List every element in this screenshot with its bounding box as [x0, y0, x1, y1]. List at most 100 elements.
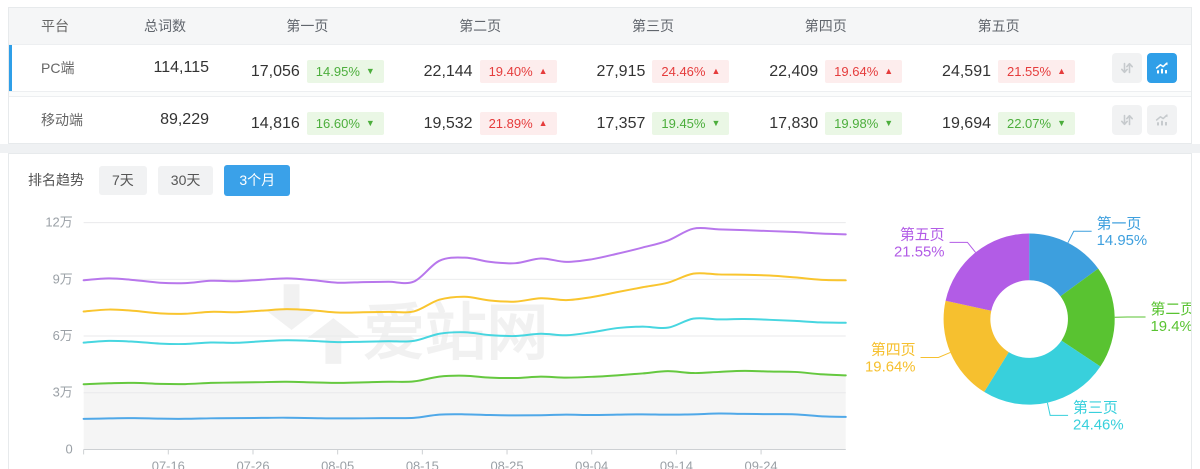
svg-text:0: 0	[65, 441, 72, 456]
page5-count: 19,694	[942, 114, 991, 132]
col-header-page3: 第三页	[631, 18, 674, 34]
svg-text:09-24: 09-24	[745, 458, 778, 469]
page3-count: 27,915	[596, 62, 646, 80]
change-percent: 21.55%	[1006, 64, 1052, 79]
platform-table: 平台 总词数 第一页 第二页 第三页 第四页 第五页 PC端 114,115 1…	[8, 7, 1192, 144]
svg-text:09-14: 09-14	[660, 458, 693, 469]
change-percent: 19.45%	[661, 116, 706, 131]
change-badge: 19.98% ▼	[825, 112, 903, 135]
change-percent: 21.89%	[488, 116, 533, 131]
page2-cell: 22,144 19.40% ▲	[404, 53, 577, 83]
svg-text:08-05: 08-05	[321, 458, 354, 469]
change-percent: 19.98%	[834, 116, 879, 131]
rank-trend-line-chart[interactable]: 爱站网 0 3万 6万 9万 12万 07-16 07-26 08-05 08-15 08-25 09…	[9, 202, 863, 469]
change-percent: 16.60%	[315, 116, 360, 131]
page1-cell: 17,056 14.95% ▼	[231, 53, 404, 83]
table-header-row: 平台 总词数 第一页 第二页 第三页 第四页 第五页	[9, 8, 1191, 44]
svg-text:爱站网: 爱站网	[363, 299, 548, 368]
page5-cell: 19,694 22.07% ▼	[922, 105, 1095, 135]
change-arrow-icon: ▲	[538, 118, 548, 128]
donut-label-percent: 19.4%	[1150, 318, 1191, 335]
row-divider	[9, 91, 1191, 96]
platform-name: 移动端	[41, 112, 83, 128]
donut-label-percent: 14.95%	[1096, 232, 1147, 249]
donut-label-name: 第四页	[871, 340, 916, 358]
change-arrow-icon: ▲	[538, 66, 548, 76]
change-badge: 21.55% ▲	[997, 60, 1075, 83]
svg-text:08-15: 08-15	[406, 458, 439, 469]
change-badge: 19.64% ▲	[825, 60, 903, 83]
page4-count: 17,830	[769, 114, 819, 132]
page4-count: 22,409	[769, 62, 819, 80]
svg-text:12万: 12万	[45, 214, 72, 229]
donut-slice-第一页	[1028, 233, 1098, 297]
col-header-platform: 平台	[41, 18, 69, 34]
donut-slice-第四页	[943, 300, 1009, 392]
page5-count: 24,591	[942, 62, 991, 80]
svg-text:9万: 9万	[53, 271, 73, 286]
trend-chart-icon	[1155, 62, 1168, 74]
change-percent: 22.07%	[1006, 116, 1052, 131]
page2-count: 19,532	[423, 114, 473, 132]
change-percent: 19.64%	[834, 64, 879, 79]
change-arrow-icon: ▼	[884, 118, 894, 128]
page1-count: 14,816	[250, 114, 300, 132]
page2-count: 22,144	[423, 62, 473, 80]
trend-chart-icon	[1155, 114, 1168, 126]
donut-label-percent: 19.64%	[865, 358, 916, 375]
change-arrow-icon: ▲	[711, 66, 721, 76]
trend-chart-icon-button[interactable]	[1147, 53, 1177, 83]
change-arrow-icon: ▼	[365, 118, 375, 128]
change-arrow-icon: ▲	[1057, 66, 1066, 76]
donut-label-name: 第三页	[1073, 398, 1118, 416]
col-header-page5: 第五页	[977, 18, 1020, 34]
change-arrow-icon: ▼	[711, 118, 721, 128]
col-header-page1: 第一页	[286, 18, 329, 34]
page1-count: 17,056	[250, 62, 300, 80]
change-badge: 19.40% ▲	[479, 60, 557, 83]
aizhan-watermark: 爱站网	[265, 284, 548, 368]
change-percent: 14.95%	[315, 64, 360, 79]
rank-trend-panel: 排名趋势 7天 30天 3个月 爱站网 0 3万 6万 9万 12万 07-16 07-26 0…	[8, 153, 1192, 469]
change-percent: 19.40%	[488, 64, 533, 79]
sort-arrows-icon	[1121, 114, 1133, 126]
tab-3-months[interactable]: 3个月	[224, 165, 291, 196]
donut-label-name: 第二页	[1150, 300, 1191, 318]
table-row-pc[interactable]: PC端 114,115 17,056 14.95% ▼ 22,144 19.40%…	[9, 44, 1191, 91]
col-header-page2: 第二页	[459, 18, 502, 34]
total-words-value: 114,115	[153, 59, 209, 76]
sort-rank-icon-button[interactable]	[1112, 53, 1142, 83]
page2-cell: 19,532 21.89% ▲	[404, 105, 577, 135]
svg-text:08-25: 08-25	[490, 458, 523, 469]
change-arrow-icon: ▼	[1057, 118, 1066, 128]
donut-slice-第三页	[983, 340, 1101, 405]
platform-name: PC端	[41, 60, 75, 76]
svg-text:09-04: 09-04	[575, 458, 608, 469]
sort-arrows-icon	[1121, 62, 1133, 74]
tab-7-days[interactable]: 7天	[99, 166, 147, 195]
change-badge: 22.07% ▼	[997, 112, 1075, 135]
donut-label-name: 第一页	[1096, 214, 1141, 232]
change-arrow-icon: ▼	[365, 66, 375, 76]
sort-rank-icon-button[interactable]	[1112, 105, 1142, 135]
donut-label-name: 第五页	[900, 225, 945, 243]
page4-cell: 17,830 19.98% ▼	[749, 105, 922, 135]
table-row-mobile[interactable]: 移动端 89,229 14,816 16.60% ▼ 19,532 21.89% ▲…	[9, 96, 1191, 143]
section-divider	[0, 144, 1200, 153]
donut-label-percent: 21.55%	[894, 243, 945, 260]
svg-text:6万: 6万	[53, 328, 73, 343]
change-arrow-icon: ▲	[884, 66, 894, 76]
svg-text:3万: 3万	[53, 385, 73, 400]
col-header-total-words: 总词数	[144, 18, 186, 34]
trend-section-title: 排名趋势	[28, 172, 84, 189]
change-percent: 24.46%	[661, 64, 706, 79]
change-badge: 24.46% ▲	[652, 60, 730, 83]
page3-cell: 27,915 24.46% ▲	[577, 53, 750, 83]
svg-text:07-16: 07-16	[152, 458, 185, 469]
col-header-page4: 第四页	[804, 18, 847, 34]
trend-chart-icon-button[interactable]	[1147, 105, 1177, 135]
donut-label-percent: 24.46%	[1073, 416, 1124, 433]
tab-30-days[interactable]: 30天	[157, 166, 214, 195]
